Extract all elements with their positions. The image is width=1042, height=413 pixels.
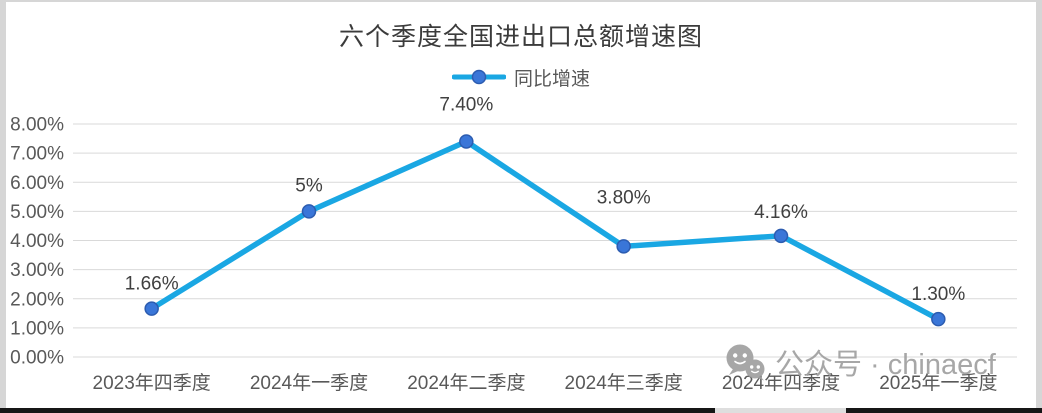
page-background-edge-right [1036,0,1042,408]
y-tick-label: 6.00% [10,173,64,194]
series-line [148,138,942,322]
legend-label: 同比增速 [513,68,590,90]
page-background-edge-left [0,0,6,408]
page-background-edge-top [0,0,1042,2]
y-tick-label: 3.00% [10,260,64,281]
y-tick-label: 7.00% [10,144,64,165]
data-point-marker [616,239,631,254]
watermark-text: 公众号 · chinaecf [775,349,996,381]
x-tick-label: 2024年三季度 [565,372,683,394]
data-point-marker [773,228,789,244]
x-tick-label: 2025年一季度 [879,372,997,394]
bottom-divider-bar [0,408,1042,413]
data-point-marker [931,311,946,327]
x-tick-label: 2023年四季度 [93,372,211,394]
x-tick-label: 2024年一季度 [250,372,368,394]
data-point-marker [301,204,317,219]
data-point-label: 4.16% [754,202,808,223]
legend-line-marker-icon [451,69,506,85]
data-point-label: 3.80% [597,187,651,208]
data-point-label: 5% [295,175,323,196]
y-tick-label: 0.00% [10,348,64,369]
legend: 同比增速 [0,66,1042,90]
y-tick-label: 4.00% [10,231,64,252]
data-point-marker [144,301,159,316]
data-point-label: 1.30% [911,284,965,305]
x-tick-label: 2024年二季度 [407,372,525,394]
x-tick-label: 2024年四季度 [722,372,840,394]
data-point-label: 1.66% [125,274,179,295]
data-point-marker [459,134,474,149]
chart-title: 六个季度全国进出口总额增速图 [338,23,703,51]
wechat-icon [726,344,765,380]
data-point-label: 7.40% [439,94,493,115]
y-tick-label: 2.00% [10,289,64,310]
watermark: 公众号 · chinaecf [724,343,996,381]
y-tick-label: 1.00% [10,318,64,339]
y-tick-label: 5.00% [10,202,64,223]
bottom-divider-gap [715,408,846,413]
y-tick-label: 8.00% [10,115,64,136]
